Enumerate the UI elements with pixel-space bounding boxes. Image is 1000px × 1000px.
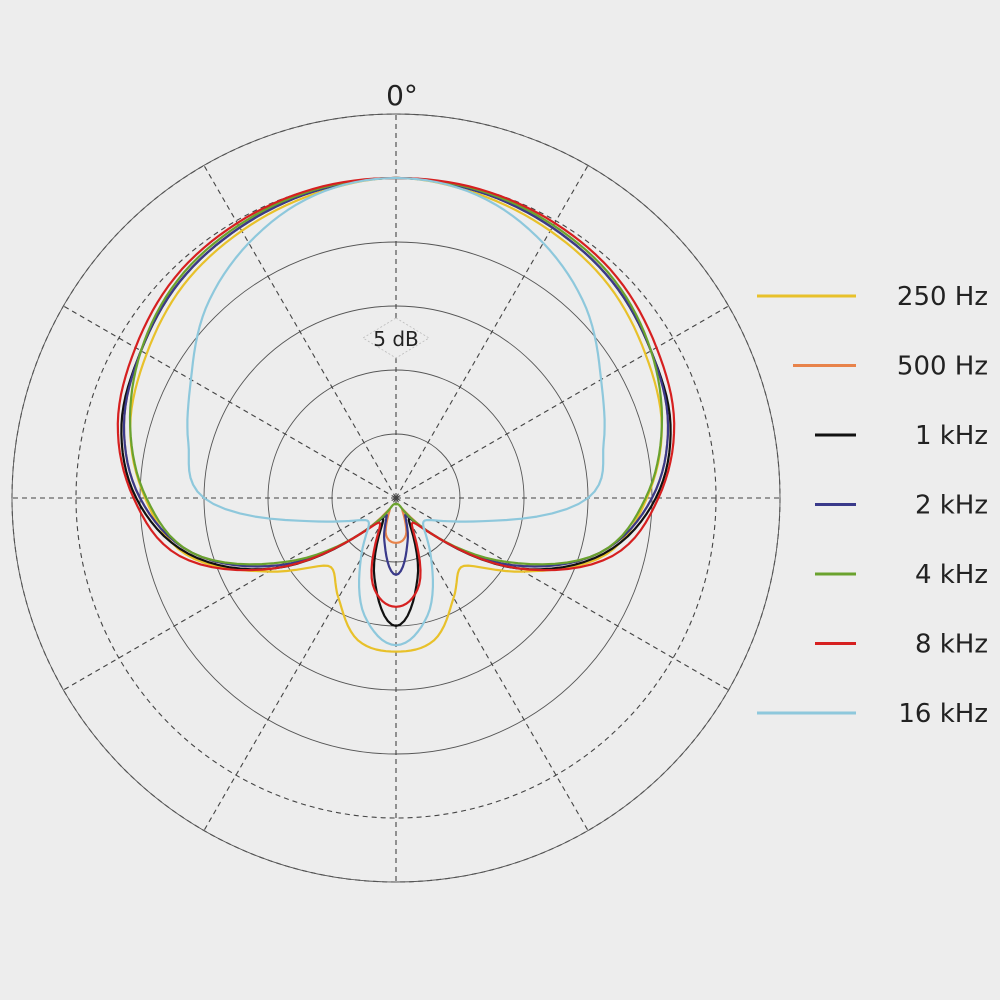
legend-label-8-khz: 8 kHz [915,630,988,660]
spoke-240 [63,497,397,691]
legend: 250 Hz 500 Hz 1 kHz 2 kHz 4 kHz 8 kHz 16 kHz [757,282,988,729]
ring-label-box [362,317,430,359]
ring-label: 5 dB [373,327,419,351]
legend-label-500-hz: 500 Hz [897,352,988,382]
spoke-60 [395,305,729,499]
angle-label: 0° [386,79,418,112]
legend-label-250-hz: 250 Hz [897,282,988,312]
legend-label-2-khz: 2 kHz [915,491,988,521]
curve-250-hz [129,176,663,653]
legend-label-4-khz: 4 kHz [915,560,988,590]
spoke-30 [395,165,589,499]
curve-4-khz [128,176,664,566]
ring-30db [11,113,781,883]
ring-label-group: 5 dB [362,317,430,359]
legend-label-1-khz: 1 kHz [915,421,988,451]
curve-16-khz [186,176,606,647]
spoke-150 [395,497,589,831]
legend-label-16-khz: 16 kHz [898,699,988,729]
polar-grid [11,113,781,883]
curve-8-khz [116,176,676,608]
spoke-300 [63,305,397,499]
spoke-120 [395,497,729,691]
polar-curves [116,176,676,653]
spoke-210 [203,497,397,831]
spoke-330 [203,165,397,499]
